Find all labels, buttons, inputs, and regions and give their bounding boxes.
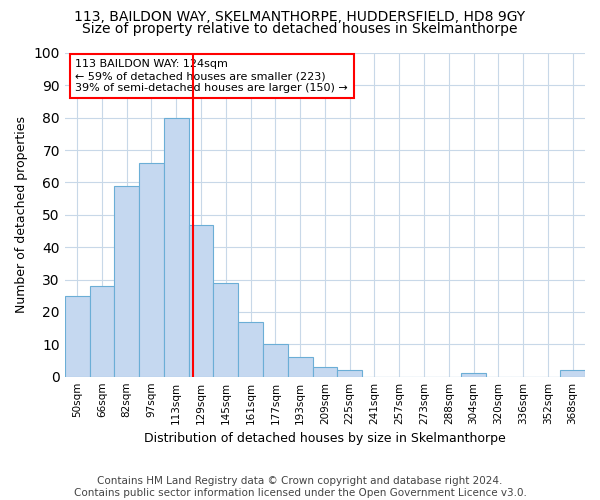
Bar — [214, 283, 238, 376]
Text: 113, BAILDON WAY, SKELMANTHORPE, HUDDERSFIELD, HD8 9GY: 113, BAILDON WAY, SKELMANTHORPE, HUDDERS… — [74, 10, 526, 24]
Text: 113 BAILDON WAY: 124sqm
← 59% of detached houses are smaller (223)
39% of semi-d: 113 BAILDON WAY: 124sqm ← 59% of detache… — [75, 60, 348, 92]
X-axis label: Distribution of detached houses by size in Skelmanthorpe: Distribution of detached houses by size … — [144, 432, 506, 445]
Bar — [115, 186, 139, 376]
Text: Size of property relative to detached houses in Skelmanthorpe: Size of property relative to detached ho… — [82, 22, 518, 36]
Text: Contains HM Land Registry data © Crown copyright and database right 2024.
Contai: Contains HM Land Registry data © Crown c… — [74, 476, 526, 498]
Bar — [337, 370, 362, 376]
Bar — [560, 370, 585, 376]
Bar — [65, 296, 89, 376]
Bar — [188, 224, 214, 376]
Bar — [164, 118, 188, 376]
Y-axis label: Number of detached properties: Number of detached properties — [15, 116, 28, 314]
Bar — [139, 163, 164, 376]
Bar — [263, 344, 288, 376]
Bar — [89, 286, 115, 376]
Bar — [313, 367, 337, 376]
Bar — [288, 358, 313, 376]
Bar — [238, 322, 263, 376]
Bar — [461, 374, 486, 376]
